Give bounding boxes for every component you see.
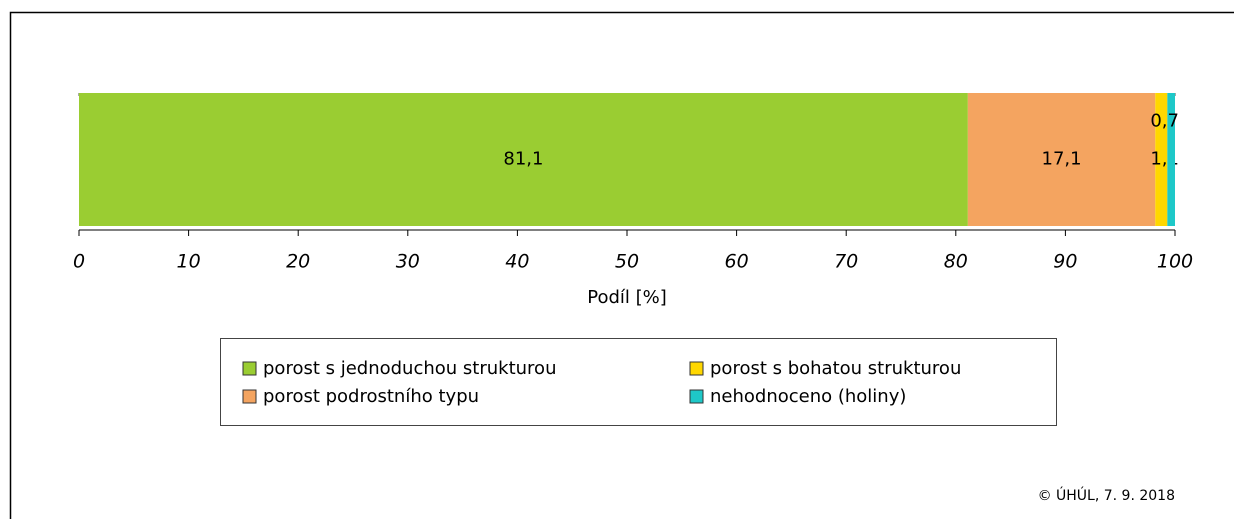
legend-label: porost s bohatou strukturou [710, 358, 961, 379]
x-tick-label: 90 [1053, 251, 1077, 273]
x-tick-label: 100 [1157, 251, 1193, 273]
x-tick-label: 80 [944, 251, 968, 273]
legend-label: porost s jednoduchou strukturou [263, 358, 556, 379]
legend-label: porost podrostního typu [263, 386, 479, 407]
x-tick-label: 10 [177, 251, 201, 273]
legend-swatch [689, 389, 704, 404]
x-tick-label: 60 [725, 251, 749, 273]
x-tick-label: 0 [73, 251, 85, 273]
x-tick-label: 30 [396, 251, 420, 273]
bar-segment [79, 93, 968, 226]
data-label: 81,1 [503, 149, 543, 170]
legend-swatch [242, 389, 257, 404]
data-label: 17,1 [1042, 149, 1082, 170]
frame [9, 11, 1234, 519]
annotation: © ÚHÚL, 7. 9. 2018 [1038, 486, 1175, 504]
bar-segment [1167, 93, 1175, 226]
x-axis-label: Podíl [%] [587, 287, 667, 308]
legend-box [220, 338, 1057, 426]
bar-segment [1155, 93, 1168, 226]
x-tick-label: 50 [615, 251, 639, 273]
data-label: 0,7 [1150, 111, 1179, 132]
legend-swatch [242, 361, 257, 376]
x-tick-label: 70 [834, 251, 858, 273]
x-tick-label: 40 [505, 251, 529, 273]
bar-segment [967, 93, 1156, 226]
legend-label: nehodnoceno (holiny) [710, 386, 906, 407]
legend-swatch [689, 361, 704, 376]
x-tick-label: 20 [286, 251, 310, 273]
